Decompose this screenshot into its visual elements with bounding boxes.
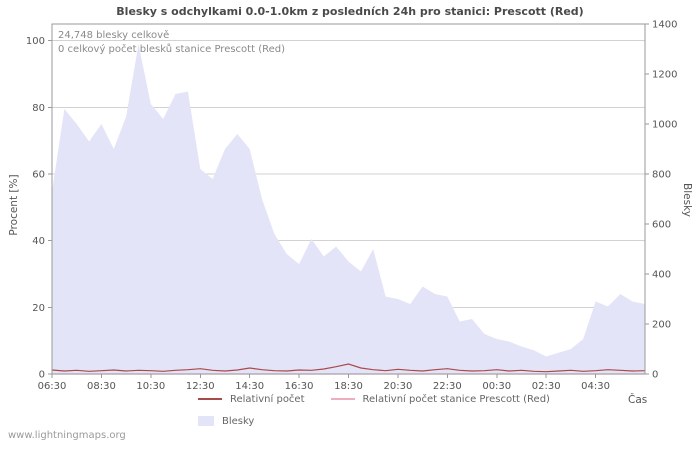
relative-count-line-swatch xyxy=(198,398,222,400)
legend-row-lines: Relativní počet Relativní počet stanice … xyxy=(198,391,550,407)
legend-item-strikes: Blesky xyxy=(198,416,254,427)
svg-text:04:30: 04:30 xyxy=(581,381,610,392)
svg-text:60: 60 xyxy=(32,170,45,181)
chart-plot: 020406080100020040060080010001200140006:… xyxy=(26,20,678,393)
svg-text:00:30: 00:30 xyxy=(482,381,511,392)
svg-text:10:30: 10:30 xyxy=(136,381,165,392)
station-total-annotation: 0 celkový počet blesků stanice Prescott … xyxy=(58,44,285,55)
y-axis-label-right: Blesky xyxy=(681,183,693,217)
svg-text:1200: 1200 xyxy=(652,70,677,81)
svg-text:12:30: 12:30 xyxy=(186,381,215,392)
svg-text:600: 600 xyxy=(652,220,671,231)
svg-text:1400: 1400 xyxy=(652,20,677,31)
total-strikes-annotation: 24,748 blesky celkově xyxy=(58,30,170,41)
strikes-area-swatch xyxy=(198,416,214,426)
svg-text:200: 200 xyxy=(652,320,671,331)
svg-text:18:30: 18:30 xyxy=(334,381,363,392)
x-axis-label: Čas xyxy=(628,394,648,406)
svg-text:08:30: 08:30 xyxy=(87,381,116,392)
svg-text:14:30: 14:30 xyxy=(235,381,264,392)
legend-row-area: Blesky xyxy=(198,413,550,429)
legend-label-station-relative-count: Relativní počet stanice Prescott (Red) xyxy=(362,393,550,405)
svg-text:80: 80 xyxy=(32,103,45,114)
svg-text:0: 0 xyxy=(652,370,658,381)
legend: Relativní počet Relativní počet stanice … xyxy=(198,391,550,429)
legend-item-relative-count: Relativní počet xyxy=(198,394,305,405)
svg-text:16:30: 16:30 xyxy=(285,381,314,392)
svg-text:0: 0 xyxy=(39,370,45,381)
svg-text:20:30: 20:30 xyxy=(384,381,413,392)
y-axis-label-left: Procent [%] xyxy=(8,174,20,236)
svg-text:100: 100 xyxy=(26,36,45,47)
watermark: www.lightningmaps.org xyxy=(8,430,126,441)
svg-text:20: 20 xyxy=(32,303,45,314)
legend-label-strikes: Blesky xyxy=(222,415,255,427)
legend-label-relative-count: Relativní počet xyxy=(230,393,305,405)
legend-item-station-relative-count: Relativní počet stanice Prescott (Red) xyxy=(330,393,550,405)
svg-text:400: 400 xyxy=(652,270,671,281)
svg-text:02:30: 02:30 xyxy=(532,381,561,392)
station-relative-count-line-swatch xyxy=(330,398,355,400)
svg-text:800: 800 xyxy=(652,170,671,181)
svg-text:22:30: 22:30 xyxy=(433,381,462,392)
svg-text:06:30: 06:30 xyxy=(38,381,67,392)
svg-text:40: 40 xyxy=(32,236,45,247)
svg-text:1000: 1000 xyxy=(652,120,677,131)
chart-title: Blesky s odchylkami 0.0-1.0km z poslední… xyxy=(116,5,584,18)
